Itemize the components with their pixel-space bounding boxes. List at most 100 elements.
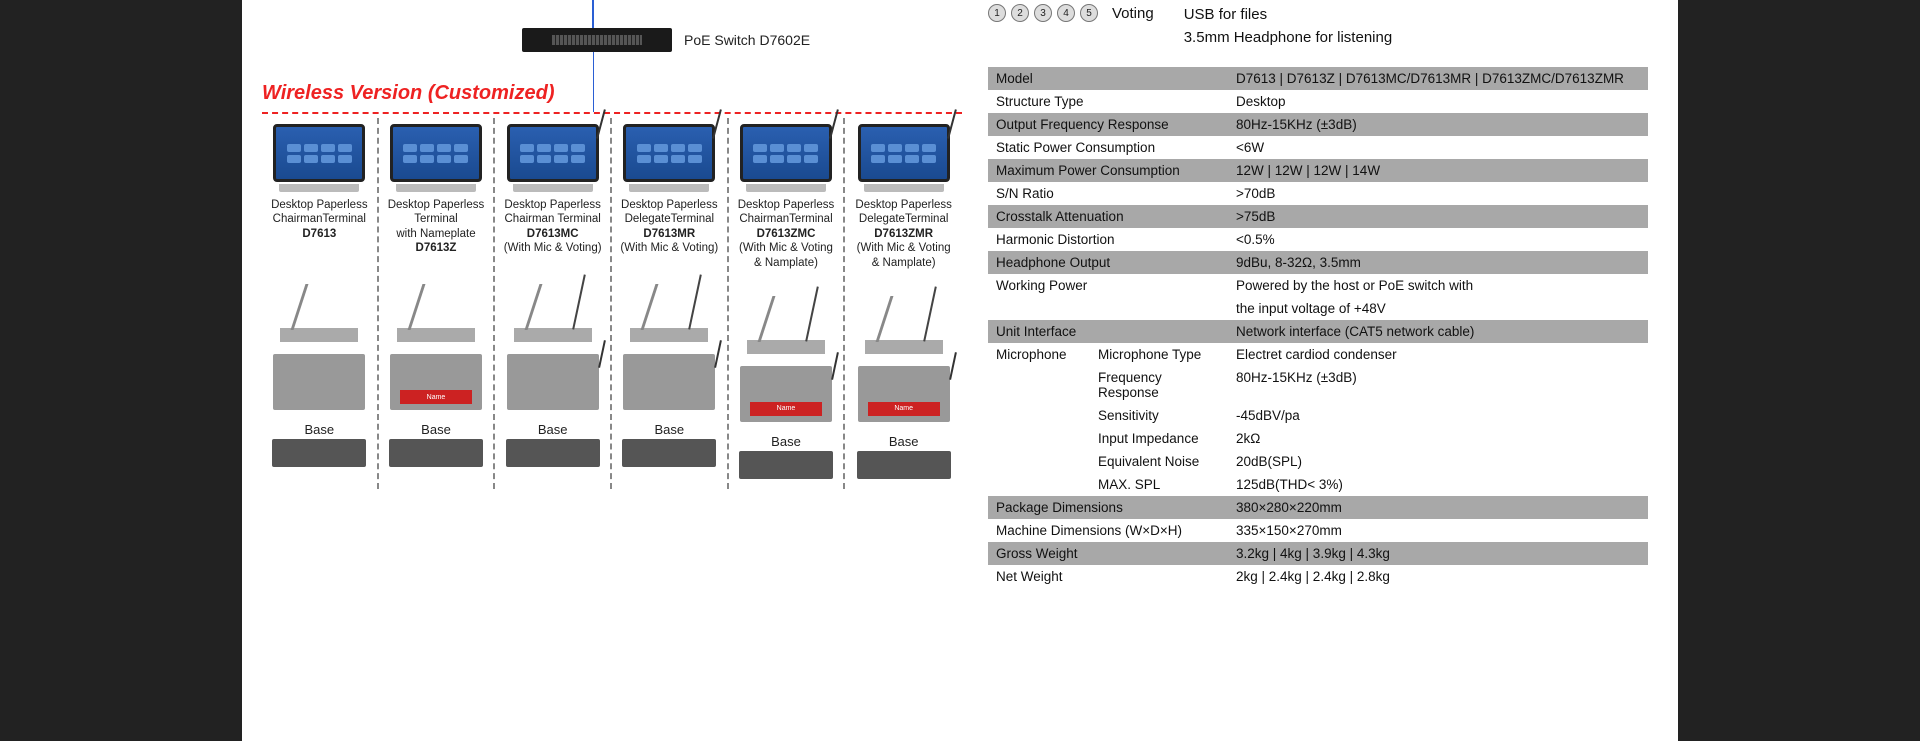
base-label: Base [655,422,685,437]
spec-row: S/N Ratio>70dB [988,182,1648,205]
spec-key: Sensitivity [1090,404,1228,427]
feature-usb: USB for files [1184,4,1392,27]
terminal-back-icon [273,354,365,410]
spec-value: the input voltage of +48V [1228,297,1648,320]
spec-value: 12W | 12W | 12W | 14W [1228,159,1648,182]
spec-key: Crosstalk Attenuation [988,205,1228,228]
spec-panel: 12345 Voting USB for files 3.5mm Headpho… [982,0,1678,741]
voting-label: Voting [1112,5,1154,22]
terminal-back-icon [507,354,599,410]
spec-row: Working PowerPowered by the host or PoE … [988,274,1648,297]
base-unit-icon [857,451,951,479]
connector-line [593,52,594,112]
terminal-front-icon [273,124,365,182]
spec-value: D7613 | D7613Z | D7613MC/D7613MR | D7613… [1228,67,1648,90]
spec-row: Headphone Output9dBu, 8-32Ω, 3.5mm [988,251,1648,274]
spec-row: Unit InterfaceNetwork interface (CAT5 ne… [988,320,1648,343]
product-column: Desktop PaperlessChairmanTerminalD7613Ba… [262,118,379,489]
spec-key: Output Frequency Response [988,113,1228,136]
spec-key: Gross Weight [988,542,1228,565]
base-label: Base [421,422,451,437]
product-label: Desktop PaperlessTerminalwith NameplateD… [388,198,485,258]
base-label: Base [538,422,568,437]
arrow-down-icon [592,0,594,30]
voting-buttons-icon: 12345 [988,4,1098,22]
switch-icon [522,28,672,52]
spec-key: Static Power Consumption [988,136,1228,159]
terminal-side-icon [391,272,481,342]
terminal-side-icon [859,284,949,354]
spec-row: the input voltage of +48V [988,297,1648,320]
spec-value: 20dB(SPL) [1228,450,1648,473]
datasheet-page: PoE Switch D7602E Wireless Version (Cust… [242,0,1678,741]
spec-row: ModelD7613 | D7613Z | D7613MC/D7613MR | … [988,67,1648,90]
product-label: Desktop PaperlessChairmanTerminalD7613 [271,198,368,258]
spec-key: Input Impedance [1090,427,1228,450]
spec-table-bottom: Package Dimensions380×280×220mmMachine D… [988,496,1648,588]
spec-value: 125dB(THD< 3%) [1228,473,1648,496]
terminal-side-icon [741,284,831,354]
terminal-front-icon [507,124,599,182]
spec-table-top: ModelD7613 | D7613Z | D7613MC/D7613MR | … [988,67,1648,343]
spec-key: Working Power [988,274,1228,297]
switch-label: PoE Switch D7602E [684,32,810,48]
terminal-back-icon: Name [390,354,482,410]
product-column: Desktop PaperlessDelegateTerminalD7613ZM… [845,118,962,489]
diagram-panel: PoE Switch D7602E Wireless Version (Cust… [242,0,982,741]
spec-key: Microphone Type [1090,343,1228,366]
terminal-front-icon [858,124,950,182]
spec-value: 2kg | 2.4kg | 2.4kg | 2.8kg [1228,565,1648,588]
terminal-front-icon [390,124,482,182]
base-label: Base [771,434,801,449]
spec-key: Equivalent Noise [1090,450,1228,473]
spec-table-mic: MicrophoneMicrophone TypeElectret cardio… [988,343,1648,496]
poe-switch: PoE Switch D7602E [522,28,810,52]
base-unit-icon [272,439,366,467]
terminal-side-icon [274,272,364,342]
spec-value: Powered by the host or PoE switch with [1228,274,1648,297]
feature-text: USB for files 3.5mm Headphone for listen… [1184,4,1392,49]
spec-row: Gross Weight3.2kg | 4kg | 3.9kg | 4.3kg [988,542,1648,565]
spec-row: Net Weight2kg | 2.4kg | 2.4kg | 2.8kg [988,565,1648,588]
product-grid: Desktop PaperlessChairmanTerminalD7613 Ba… [262,118,962,489]
section-title: Wireless Version (Customized) [262,82,554,105]
spec-value: 3.2kg | 4kg | 3.9kg | 4.3kg [1228,542,1648,565]
product-column: Desktop PaperlessDelegateTerminalD7613MR… [612,118,729,489]
spec-key: Net Weight [988,565,1228,588]
spec-row: Output Frequency Response80Hz-15KHz (±3d… [988,113,1648,136]
spec-key [988,297,1228,320]
terminal-side-icon [624,272,714,342]
spec-row: Crosstalk Attenuation>75dB [988,205,1648,228]
spec-key: MAX. SPL [1090,473,1228,496]
spec-value: Desktop [1228,90,1648,113]
terminal-side-icon [508,272,598,342]
spec-row: Harmonic Distortion<0.5% [988,228,1648,251]
spec-value: Network interface (CAT5 network cable) [1228,320,1648,343]
spec-value: >75dB [1228,205,1648,228]
feature-headphone: 3.5mm Headphone for listening [1184,27,1392,50]
base-label: Base [889,434,919,449]
spec-key: Harmonic Distortion [988,228,1228,251]
spec-value: 9dBu, 8-32Ω, 3.5mm [1228,251,1648,274]
spec-value: >70dB [1228,182,1648,205]
spec-key: Structure Type [988,90,1228,113]
spec-key: Machine Dimensions (W×D×H) [988,519,1228,542]
spec-key: Package Dimensions [988,496,1228,519]
spec-row: Package Dimensions380×280×220mm [988,496,1648,519]
base-unit-icon [622,439,716,467]
terminal-front-icon [623,124,715,182]
product-column: Desktop PaperlessTerminalwith NameplateD… [379,118,496,489]
spec-row: Structure TypeDesktop [988,90,1648,113]
top-features: 12345 Voting USB for files 3.5mm Headpho… [988,4,1648,49]
spec-value: -45dBV/pa [1228,404,1648,427]
terminal-back-icon [623,354,715,410]
product-column: Desktop PaperlessChairman TerminalD7613M… [495,118,612,489]
spec-value: <6W [1228,136,1648,159]
spec-value: 80Hz-15KHz (±3dB) [1228,366,1648,404]
spec-value: 2kΩ [1228,427,1648,450]
spec-row: MicrophoneMicrophone TypeElectret cardio… [988,343,1648,366]
product-column: Desktop PaperlessChairmanTerminalD7613ZM… [729,118,846,489]
spec-value: 335×150×270mm [1228,519,1648,542]
base-unit-icon [739,451,833,479]
product-label: Desktop PaperlessDelegateTerminalD7613ZM… [855,198,952,270]
